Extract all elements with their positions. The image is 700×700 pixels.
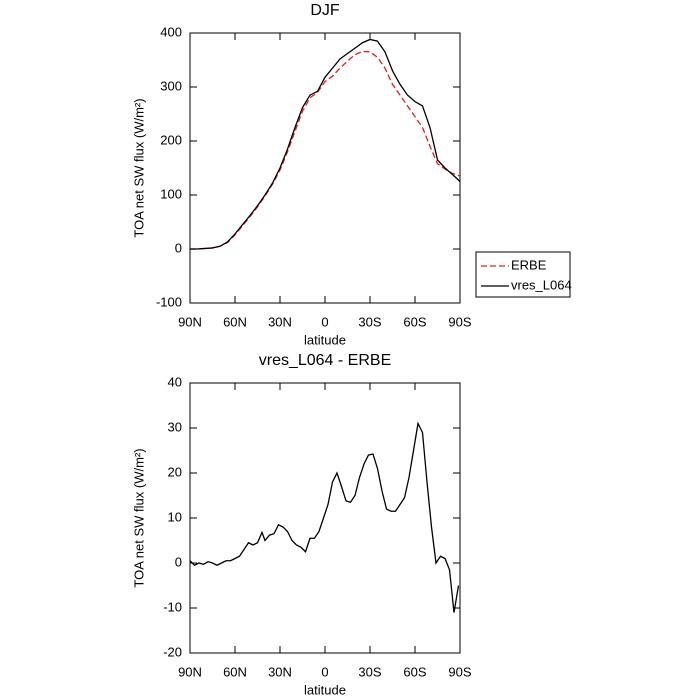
plot-frame — [189, 32, 461, 304]
y-tick-label: 400 — [160, 24, 182, 39]
x-tick-label: 0 — [321, 664, 328, 679]
y-tick-label: 10 — [168, 509, 182, 524]
y-tick-label: 200 — [160, 132, 182, 147]
chart-title: DJF — [310, 2, 340, 19]
x-axis-label: latitude — [304, 332, 346, 347]
y-tick-label: 20 — [168, 464, 182, 479]
x-tick-label: 60N — [223, 314, 247, 329]
x-axis-label: latitude — [304, 682, 346, 697]
legend-label: vres_L064 — [511, 277, 572, 292]
series-line — [189, 421, 460, 613]
x-tick-label: 30N — [268, 314, 292, 329]
plot-frame — [189, 382, 461, 654]
x-tick-label: 30N — [268, 664, 292, 679]
y-tick-label: -10 — [163, 599, 182, 614]
x-tick-label: 90S — [448, 664, 471, 679]
x-tick-label: 0 — [321, 314, 328, 329]
legend-label: ERBE — [511, 257, 547, 272]
y-axis-label: TOA net SW flux (W/m²) — [131, 448, 146, 587]
legend-box — [475, 251, 571, 298]
x-tick-label: 60S — [403, 314, 426, 329]
y-axis-label: TOA net SW flux (W/m²) — [131, 98, 146, 237]
y-tick-label: 100 — [160, 186, 182, 201]
x-tick-label: 30S — [358, 314, 381, 329]
x-tick-label: 90S — [448, 314, 471, 329]
y-tick-label: -20 — [163, 644, 182, 659]
y-tick-label: 300 — [160, 78, 182, 93]
series-line — [190, 50, 461, 250]
y-tick-label: 30 — [168, 419, 182, 434]
x-tick-label: 30S — [358, 664, 381, 679]
x-tick-label: 60N — [223, 664, 247, 679]
y-tick-label: -100 — [156, 294, 182, 309]
series-line — [190, 38, 461, 250]
chart-title: vres_L064 - ERBE — [259, 352, 392, 369]
y-tick-label: 0 — [175, 240, 182, 255]
y-tick-label: 40 — [168, 374, 182, 389]
x-tick-label: 90N — [178, 664, 202, 679]
y-tick-label: 0 — [175, 554, 182, 569]
x-tick-label: 90N — [178, 314, 202, 329]
x-tick-label: 60S — [403, 664, 426, 679]
